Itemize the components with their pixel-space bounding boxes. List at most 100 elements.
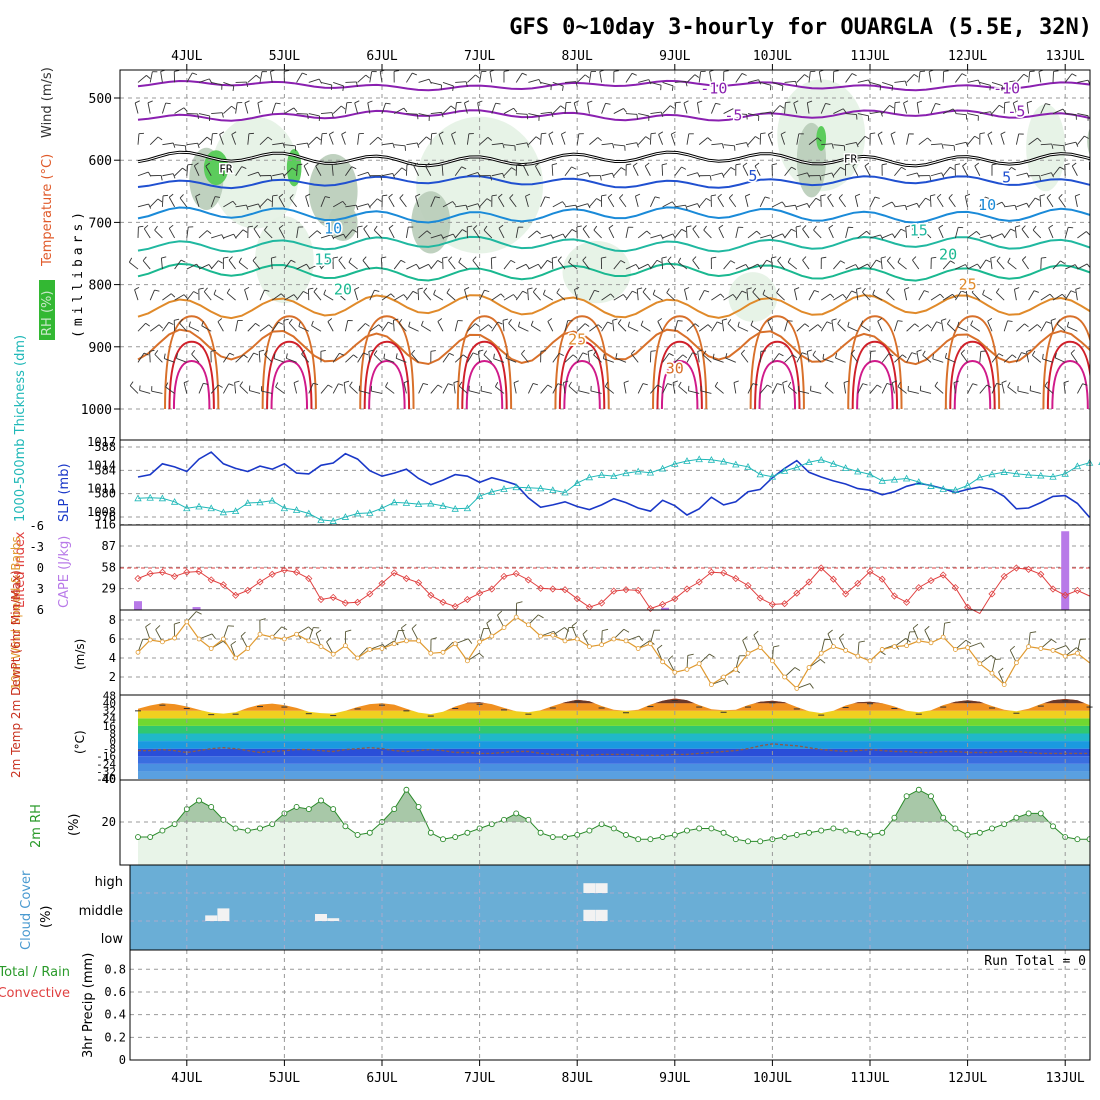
wind-barb-flag — [1071, 73, 1077, 77]
wind-barb — [430, 384, 439, 394]
wind-barb-flag — [538, 79, 542, 85]
isotherm-label: -5 — [724, 106, 742, 124]
wind-barb-flag — [401, 167, 407, 171]
wind-barb-flag — [516, 163, 522, 166]
wind-barb — [305, 196, 310, 207]
wind-barb-10m-flag — [259, 618, 266, 621]
wind-barb-flag — [206, 136, 212, 141]
wind-barb — [703, 229, 712, 239]
wind-barb-flag — [587, 172, 591, 178]
wind-barb-flag — [611, 173, 615, 178]
wind-barb-flag — [182, 167, 187, 172]
wind-barb-flag — [197, 113, 199, 119]
wind-barb — [257, 102, 261, 114]
wind-barb — [239, 385, 249, 394]
rh-marker — [403, 786, 410, 793]
wind-barb — [652, 294, 663, 301]
wind-barb — [628, 326, 639, 332]
wind-barb — [747, 263, 759, 270]
wind-barb-flag — [771, 256, 777, 259]
wind-barb — [259, 71, 263, 83]
wind-barb — [698, 324, 709, 332]
wind-barb — [195, 196, 200, 207]
wind-barb — [784, 320, 789, 332]
wind-barb — [957, 326, 968, 332]
wind-barb-flag — [513, 107, 518, 113]
wind-barb — [890, 134, 895, 145]
wind-barb-flag — [547, 259, 552, 264]
wind-barb — [442, 353, 450, 363]
temp-tick-label: 0 — [109, 735, 116, 748]
wind-barb — [916, 102, 920, 114]
wind-speed-marker — [965, 645, 970, 650]
wind-barb-flag — [472, 256, 477, 261]
wind-barb-flag — [855, 193, 861, 197]
cape-label: CAPE (J/kg) — [57, 536, 72, 608]
wind10m-label: 10m Wind Speed & Barbs — [9, 536, 23, 690]
wind-barb — [515, 227, 519, 239]
wind-speed-marker — [611, 636, 617, 642]
wind-barb — [272, 173, 284, 177]
wind-barb — [423, 291, 432, 301]
wind-barb — [564, 166, 572, 177]
wind-barb — [357, 171, 369, 177]
wind-barb — [418, 230, 428, 239]
wind-speed-marker — [855, 653, 861, 659]
rh-marker — [647, 836, 654, 843]
wind-barb — [467, 352, 474, 363]
wind-barb — [833, 108, 844, 114]
wind-barb — [955, 73, 963, 83]
wind-barb — [850, 353, 859, 363]
wind-barb-flag — [464, 100, 470, 104]
precip-tick-label: 0.6 — [104, 985, 126, 999]
wind-speed-marker — [684, 667, 690, 672]
wind-barb — [662, 383, 668, 394]
warm-isotherm-arch — [465, 359, 504, 410]
wind-barb-flag — [257, 203, 261, 209]
rh-marker — [623, 831, 629, 838]
thickness-marker — [134, 494, 142, 502]
wind-barb — [962, 165, 968, 176]
wind-barb-flag — [331, 234, 335, 240]
warm-isotherm-arch — [754, 340, 801, 410]
wind-barb — [894, 354, 903, 363]
wind-barb — [540, 196, 546, 208]
wind-barb-flag — [694, 323, 700, 327]
wind-barb-10m-flag — [602, 628, 609, 632]
wind-speed-marker — [464, 658, 470, 664]
wind-barb — [698, 137, 708, 145]
wind-barb-flag — [874, 196, 880, 199]
wind-barb-flag — [267, 198, 272, 203]
wind-barb — [308, 78, 320, 83]
wind-barb-flag — [752, 383, 758, 386]
lifted-index-marker — [1012, 564, 1020, 572]
wind-barb-flag — [568, 257, 572, 263]
wind-barb-10m-flag — [742, 636, 748, 641]
wind-barb-flag — [442, 163, 448, 166]
wind-barb-flag — [271, 256, 277, 259]
wind-barb — [630, 353, 639, 363]
cape-tick-label: 116 — [94, 518, 116, 532]
wind-barb-flag — [400, 259, 406, 263]
wind-barb — [929, 195, 932, 207]
wind-barb — [808, 137, 818, 146]
wind-barb — [827, 197, 834, 208]
wind-barb — [710, 103, 716, 114]
wind-barb — [576, 74, 586, 83]
wind-barb-flag — [477, 203, 481, 209]
wind-speed-marker — [501, 625, 507, 630]
wind-barb — [1016, 172, 1028, 177]
thickness-marker — [939, 485, 947, 492]
wind-barb-flag — [367, 203, 371, 209]
lifted-index-marker — [817, 564, 825, 572]
wind-barb-flag — [1037, 137, 1042, 142]
rh-fill-high — [176, 789, 1049, 822]
wind-barb-flag — [183, 380, 189, 384]
wind-barb — [1077, 383, 1083, 394]
wind-barb-flag — [420, 320, 424, 326]
wind-barb-flag — [1062, 108, 1067, 114]
wind-barb-flag — [1068, 226, 1074, 229]
wind-barb — [812, 354, 822, 363]
wind-barb-flag — [458, 381, 463, 387]
